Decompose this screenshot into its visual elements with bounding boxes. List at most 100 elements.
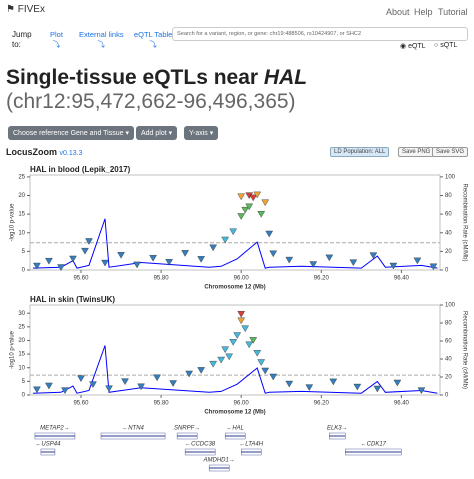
variant-point bbox=[33, 262, 41, 270]
variant-point bbox=[233, 332, 242, 339]
link-text[interactable]: eQTL Table bbox=[134, 30, 173, 39]
x-tick-label: 95.60 bbox=[73, 401, 89, 407]
logo-text[interactable]: FIVEx bbox=[17, 4, 45, 15]
gene bbox=[208, 464, 230, 472]
variant-point bbox=[149, 255, 157, 262]
variant-point bbox=[349, 259, 358, 267]
search-input[interactable]: Search for a variant, region, or gene: c… bbox=[172, 27, 468, 41]
gene-label: ←LTA4H bbox=[239, 442, 263, 448]
x-tick-label: 96.40 bbox=[394, 276, 410, 282]
title-region: (chr12:95,472,662-96,496,365) bbox=[6, 90, 296, 113]
ld-button[interactable]: LD Population: ALL bbox=[330, 147, 390, 157]
variant-point bbox=[305, 384, 314, 391]
variant-point bbox=[165, 259, 173, 266]
y-tick-label: 25 bbox=[18, 324, 25, 330]
gene bbox=[176, 432, 198, 440]
y2-tick-label: 40 bbox=[445, 230, 452, 236]
variant-point bbox=[217, 356, 226, 364]
lz-version[interactable]: v0.13.3 bbox=[59, 150, 83, 157]
variant-point bbox=[269, 250, 278, 258]
variant-point bbox=[77, 375, 85, 382]
nav-link[interactable]: About bbox=[386, 7, 410, 17]
dropdown-button[interactable]: Y-axis bbox=[184, 126, 219, 140]
variant-point bbox=[229, 228, 238, 236]
gene-label: ←HAL bbox=[226, 426, 244, 432]
variant-point bbox=[257, 359, 266, 366]
variant-point bbox=[285, 256, 294, 264]
logo[interactable]: ⚑ FIVEx bbox=[6, 4, 45, 15]
gene-label: ←CDK17 bbox=[361, 442, 387, 448]
variant-point bbox=[117, 252, 125, 259]
y-tick-label: 10 bbox=[18, 365, 25, 371]
nav-link[interactable]: Tutorial bbox=[438, 7, 468, 17]
variant-point bbox=[237, 317, 246, 325]
x-tick-label: 96.20 bbox=[314, 401, 330, 407]
variant-point bbox=[133, 261, 141, 269]
variant-point bbox=[253, 350, 262, 357]
link-text[interactable]: Plot bbox=[50, 30, 63, 39]
gene-label: METAP2→ bbox=[40, 426, 70, 432]
variant-point bbox=[153, 374, 161, 382]
x-tick-label: 95.60 bbox=[73, 276, 89, 282]
y2-axis-label: Recombination Rate (cM/Mb) bbox=[461, 311, 467, 389]
jump-link[interactable]: eQTL Table ⤵ bbox=[134, 30, 173, 49]
variant-point bbox=[45, 257, 53, 265]
y-tick-label: 20 bbox=[18, 338, 25, 344]
y-tick-label: 25 bbox=[18, 174, 25, 180]
variant-point bbox=[209, 244, 218, 252]
radio-label[interactable]: sQTL bbox=[440, 42, 458, 49]
y-axis-label: -log10 p-value bbox=[10, 330, 16, 369]
variant-point bbox=[369, 252, 378, 259]
dropdown-button[interactable]: Add plot bbox=[136, 126, 178, 140]
radio[interactable]: ○ sQTL bbox=[434, 42, 458, 49]
gene bbox=[100, 432, 166, 440]
dropdown-button[interactable]: Choose reference Gene and Tissue bbox=[8, 126, 134, 140]
nav-link[interactable]: Help bbox=[414, 7, 433, 17]
y2-tick-label: 100 bbox=[445, 174, 456, 180]
variant-point bbox=[81, 247, 89, 255]
save-button[interactable]: Save PNG bbox=[398, 147, 435, 157]
variant-point bbox=[209, 360, 218, 368]
y-tick-label: 20 bbox=[18, 193, 25, 199]
gene-label: ELK3→ bbox=[327, 426, 348, 432]
y2-tick-label: 80 bbox=[445, 193, 452, 199]
save-button[interactable]: Save SVG bbox=[432, 147, 469, 157]
variant-point bbox=[101, 259, 109, 267]
variant-point bbox=[253, 191, 262, 199]
plot-frame bbox=[29, 174, 441, 271]
title-gene: HAL bbox=[263, 66, 308, 89]
variant-point bbox=[225, 353, 234, 361]
radio[interactable]: ◉ eQTL bbox=[400, 43, 426, 50]
gene-label: ←NTN4 bbox=[122, 426, 144, 432]
page-title: Single-tissue eQTLs near HAL (chr12:95,4… bbox=[6, 66, 426, 114]
variant-point bbox=[197, 367, 205, 374]
variant-point bbox=[429, 263, 438, 271]
variant-point bbox=[257, 211, 266, 218]
x-tick-label: 96.40 bbox=[394, 401, 410, 407]
variant-point bbox=[389, 262, 398, 270]
recombination-line bbox=[32, 345, 438, 394]
jump-link[interactable]: Plot ⤵ bbox=[50, 30, 63, 49]
gene bbox=[184, 448, 216, 456]
variant-point bbox=[105, 385, 113, 393]
x-tick-label: 96.00 bbox=[234, 276, 250, 282]
x-axis-label: Chromosome 12 (Mb) bbox=[204, 285, 265, 291]
link-text[interactable]: External links bbox=[79, 30, 124, 39]
variant-point bbox=[237, 213, 246, 220]
title-text: Single-tissue eQTLs near bbox=[6, 66, 264, 89]
plot-title: HAL in blood (Lepik_2017) bbox=[30, 165, 131, 174]
jump-link[interactable]: External links ⤵ bbox=[79, 30, 124, 49]
variant-point bbox=[85, 238, 93, 245]
variant-point bbox=[121, 378, 129, 385]
variant-point bbox=[45, 382, 53, 390]
variant-point bbox=[181, 250, 189, 257]
x-tick-label: 95.80 bbox=[154, 276, 170, 282]
y-tick-label: 5 bbox=[22, 379, 26, 385]
radio-label[interactable]: eQTL bbox=[408, 43, 426, 50]
plots: HAL in blood (Lepik_2017) 0 5 10 15 20 25 0 20 40… bbox=[10, 165, 467, 472]
variant-point bbox=[221, 346, 230, 354]
jump-label: Jump to: bbox=[12, 30, 32, 49]
x-tick-label: 96.00 bbox=[234, 401, 250, 407]
variant-point bbox=[329, 378, 338, 386]
variant-point bbox=[413, 257, 422, 265]
